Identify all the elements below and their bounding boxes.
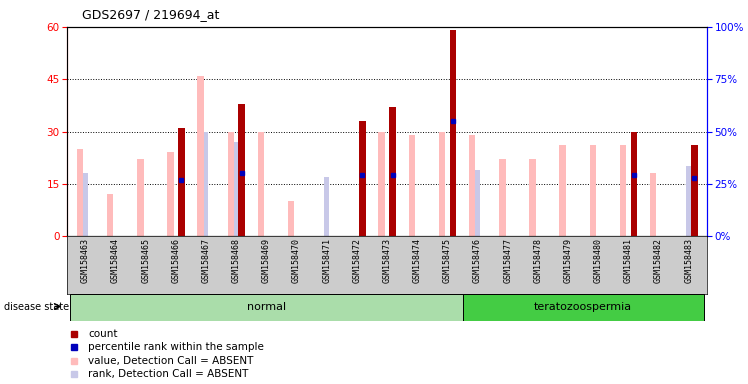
Bar: [560, 146, 566, 236]
Text: GSM158480: GSM158480: [594, 238, 603, 283]
Bar: [450, 30, 456, 236]
Bar: [475, 170, 480, 236]
Text: GSM158464: GSM158464: [111, 238, 120, 283]
Bar: [239, 104, 245, 236]
Bar: [234, 142, 239, 236]
Text: count: count: [88, 329, 117, 339]
Text: GDS2697 / 219694_at: GDS2697 / 219694_at: [82, 8, 220, 21]
Text: GSM158474: GSM158474: [413, 238, 422, 283]
Bar: [589, 146, 596, 236]
Bar: [631, 131, 637, 236]
Text: value, Detection Call = ABSENT: value, Detection Call = ABSENT: [88, 356, 254, 366]
Bar: [691, 146, 697, 236]
Bar: [469, 135, 476, 236]
Text: GSM158471: GSM158471: [322, 238, 331, 283]
Text: GSM158469: GSM158469: [262, 238, 271, 283]
Bar: [359, 121, 366, 236]
Bar: [167, 152, 174, 236]
Text: teratozoospermia: teratozoospermia: [534, 302, 632, 312]
Text: GSM158475: GSM158475: [443, 238, 452, 283]
Text: GSM158482: GSM158482: [654, 238, 663, 283]
Bar: [107, 194, 114, 236]
Text: GSM158481: GSM158481: [624, 238, 633, 283]
Bar: [499, 159, 506, 236]
Bar: [227, 131, 234, 236]
Bar: [438, 131, 445, 236]
Text: GSM158468: GSM158468: [232, 238, 241, 283]
Text: GSM158472: GSM158472: [352, 238, 361, 283]
Text: GSM158470: GSM158470: [292, 238, 301, 283]
Bar: [462, 294, 704, 321]
Bar: [257, 131, 264, 236]
Text: GSM158479: GSM158479: [563, 238, 572, 283]
Text: GSM158478: GSM158478: [533, 238, 542, 283]
Text: GSM158466: GSM158466: [171, 238, 180, 283]
Bar: [77, 149, 83, 236]
Bar: [178, 128, 185, 236]
Bar: [197, 76, 204, 236]
Text: GSM158467: GSM158467: [202, 238, 211, 283]
Text: GSM158477: GSM158477: [503, 238, 512, 283]
Bar: [137, 159, 144, 236]
Bar: [325, 177, 329, 236]
Bar: [83, 174, 88, 236]
Text: GSM158465: GSM158465: [141, 238, 150, 283]
Bar: [687, 166, 691, 236]
Text: GSM158483: GSM158483: [684, 238, 693, 283]
Text: GSM158473: GSM158473: [382, 238, 392, 283]
Text: rank, Detection Call = ABSENT: rank, Detection Call = ABSENT: [88, 369, 248, 379]
Bar: [288, 201, 295, 236]
Text: percentile rank within the sample: percentile rank within the sample: [88, 342, 264, 352]
Bar: [650, 174, 657, 236]
Bar: [203, 131, 209, 236]
Bar: [529, 159, 536, 236]
Text: GSM158463: GSM158463: [81, 238, 90, 283]
Text: disease state: disease state: [4, 302, 69, 312]
Bar: [70, 294, 462, 321]
Bar: [619, 146, 626, 236]
Bar: [389, 107, 396, 236]
Text: normal: normal: [247, 302, 286, 312]
Bar: [408, 135, 415, 236]
Bar: [378, 131, 385, 236]
Text: GSM158476: GSM158476: [473, 238, 482, 283]
